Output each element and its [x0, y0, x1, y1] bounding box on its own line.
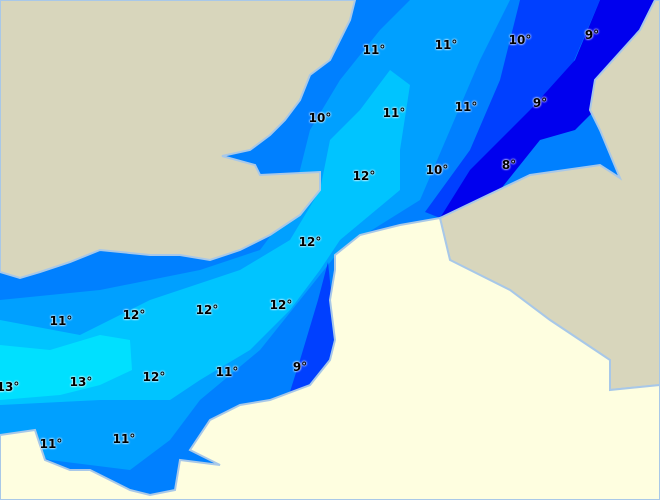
temperature-label: 8°	[501, 158, 517, 172]
temperature-label: 11°	[215, 365, 239, 379]
land-england	[0, 0, 357, 280]
temperature-label: 10°	[508, 33, 532, 47]
land-france	[0, 216, 660, 500]
temperature-label: 9°	[584, 28, 600, 42]
temperature-label: 10°	[308, 111, 332, 125]
temperature-label: 12°	[269, 298, 293, 312]
temperature-label: 12°	[122, 308, 146, 322]
temperature-label: 11°	[112, 432, 136, 446]
temperature-label: 11°	[382, 106, 406, 120]
zone-13	[0, 335, 132, 400]
temperature-label: 9°	[292, 360, 308, 374]
temperature-label: 11°	[434, 38, 458, 52]
temperature-label: 11°	[39, 437, 63, 451]
temperature-label: 12°	[195, 303, 219, 317]
temperature-label: 11°	[362, 43, 386, 57]
temperature-label: 12°	[298, 235, 322, 249]
temperature-label: 9°	[532, 96, 548, 110]
temperature-label: 12°	[142, 370, 166, 384]
temperature-label: 13°	[0, 380, 20, 394]
temperature-label: 10°	[425, 163, 449, 177]
temperature-label: 11°	[49, 314, 73, 328]
zone-8	[440, 0, 660, 218]
temperature-label: 11°	[454, 100, 478, 114]
temperature-label: 13°	[69, 375, 93, 389]
temperature-label: 12°	[352, 169, 376, 183]
zone-9	[425, 0, 600, 218]
